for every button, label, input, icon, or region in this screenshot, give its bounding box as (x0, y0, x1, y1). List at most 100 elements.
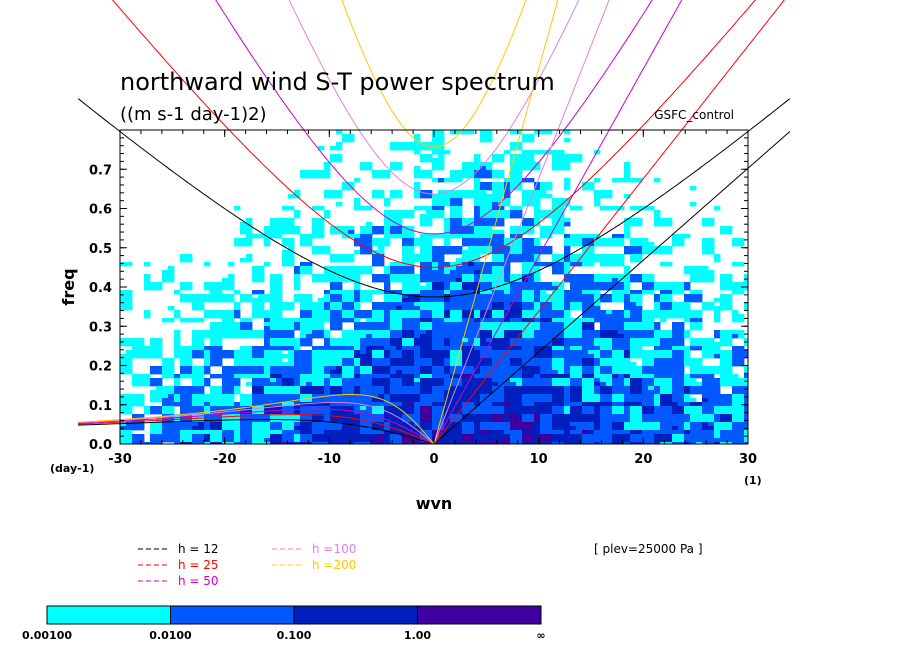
power-cell (606, 338, 612, 342)
power-cell (426, 322, 432, 326)
power-cell (576, 374, 582, 378)
power-cell (294, 390, 300, 394)
power-cell (522, 318, 528, 322)
power-cell (252, 426, 258, 430)
power-cell (450, 274, 456, 278)
power-cell (234, 290, 240, 294)
power-cell (162, 270, 168, 274)
power-cell (402, 374, 408, 378)
power-cell (432, 246, 438, 250)
power-cell (384, 386, 390, 390)
power-cell (426, 402, 432, 406)
power-cell (228, 378, 234, 382)
power-cell (666, 374, 672, 378)
power-cell (636, 290, 642, 294)
power-cell (360, 162, 366, 166)
power-cell (720, 398, 726, 402)
power-cell (696, 294, 702, 298)
power-cell (318, 306, 324, 310)
power-cell (222, 298, 228, 302)
power-cell (264, 238, 270, 242)
power-cell (180, 254, 186, 258)
power-cell (438, 286, 444, 290)
power-cell (354, 346, 360, 350)
power-cell (570, 258, 576, 262)
power-cell (516, 414, 522, 418)
power-cell (552, 266, 558, 270)
power-cell (192, 354, 198, 358)
power-cell (264, 242, 270, 246)
power-cell (696, 270, 702, 274)
power-cell (624, 174, 630, 178)
power-cell (444, 202, 450, 206)
power-cell (648, 386, 654, 390)
power-cell (336, 258, 342, 262)
power-cell (576, 158, 582, 162)
power-cell (228, 366, 234, 370)
power-cell (186, 366, 192, 370)
power-cell (624, 422, 630, 426)
power-cell (606, 278, 612, 282)
power-cell (498, 342, 504, 346)
power-cell (426, 346, 432, 350)
power-cell (294, 374, 300, 378)
power-cell (348, 358, 354, 362)
power-cell (336, 286, 342, 290)
power-cell (504, 394, 510, 398)
power-cell (474, 398, 480, 402)
power-cell (558, 382, 564, 386)
power-cell (354, 330, 360, 334)
power-cell (438, 298, 444, 302)
power-cell (612, 406, 618, 410)
power-cell (414, 390, 420, 394)
power-cell (498, 350, 504, 354)
power-cell (294, 430, 300, 434)
power-cell (384, 434, 390, 438)
power-cell (720, 434, 726, 438)
power-cell (168, 386, 174, 390)
power-cell (156, 426, 162, 430)
power-cell (306, 382, 312, 386)
power-cell (222, 330, 228, 334)
power-cell (510, 274, 516, 278)
power-cell (468, 226, 474, 230)
power-cell (246, 370, 252, 374)
power-cell (498, 214, 504, 218)
power-cell (672, 418, 678, 422)
power-cell (540, 186, 546, 190)
power-cell (294, 210, 300, 214)
power-cell (540, 394, 546, 398)
power-cell (384, 274, 390, 278)
power-cell (636, 238, 642, 242)
power-cell (396, 302, 402, 306)
power-cell (438, 370, 444, 374)
power-cell (534, 322, 540, 326)
power-cell (306, 358, 312, 362)
power-cell (438, 290, 444, 294)
power-cell (702, 406, 708, 410)
power-cell (120, 290, 126, 294)
power-cell (210, 438, 216, 442)
power-cell (450, 226, 456, 230)
power-cell (618, 298, 624, 302)
power-cell (660, 378, 666, 382)
power-cell (618, 254, 624, 258)
power-cell (186, 358, 192, 362)
power-cell (552, 150, 558, 154)
power-cell (402, 334, 408, 338)
power-cell (432, 422, 438, 426)
power-cell (324, 398, 330, 402)
power-cell (672, 238, 678, 242)
power-cell (192, 394, 198, 398)
power-cell (444, 270, 450, 274)
power-cell (528, 346, 534, 350)
power-cell (606, 422, 612, 426)
power-cell (366, 342, 372, 346)
power-cell (450, 174, 456, 178)
power-cell (204, 354, 210, 358)
power-cell (576, 350, 582, 354)
power-cell (210, 322, 216, 326)
power-cell (384, 342, 390, 346)
power-cell (720, 418, 726, 422)
power-cell (624, 330, 630, 334)
